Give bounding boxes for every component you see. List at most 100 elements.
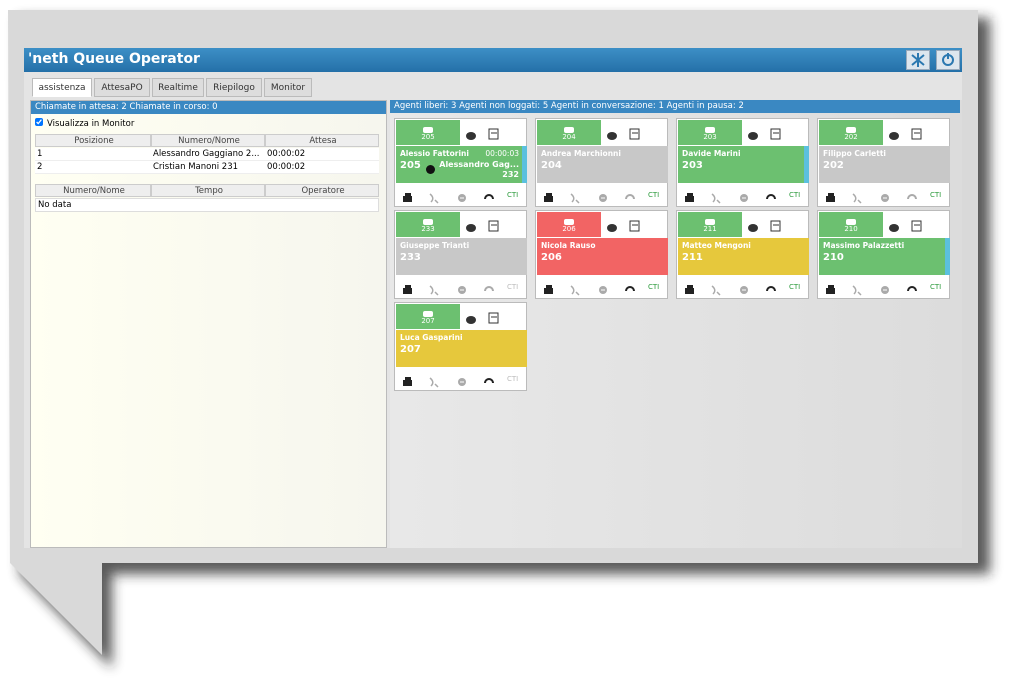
extension-number: 211	[703, 225, 717, 233]
agents-panel: Agenti liberi: 3 Agenti non loggati: 5 A…	[390, 100, 962, 548]
agent-name: Nicola Rauso	[541, 241, 596, 250]
table-cell[interactable]: Alessandro Gaggiano 2...	[151, 148, 265, 161]
caller-name: Alessandro Gag...	[439, 160, 519, 169]
pause-button[interactable]	[455, 281, 469, 294]
transfer-button[interactable]	[850, 281, 864, 296]
checkbox[interactable]	[35, 118, 43, 126]
call-time: 00:00:03	[485, 149, 519, 158]
extension-badge: 206	[537, 212, 601, 237]
transfer-button[interactable]	[427, 373, 441, 388]
notes-button[interactable]	[628, 217, 642, 232]
headset-button[interactable]	[764, 281, 778, 293]
agent-name: Luca Gasparini	[400, 333, 463, 342]
extension-number: 202	[844, 133, 858, 141]
power-button[interactable]	[936, 50, 960, 70]
transfer-button[interactable]	[568, 281, 582, 296]
headset-button[interactable]	[905, 189, 919, 201]
notes-button[interactable]	[769, 125, 783, 140]
login-button[interactable]	[401, 373, 415, 386]
notes-button[interactable]	[487, 217, 501, 232]
agent-card: 206 Nicola Rauso 206 CTI	[535, 210, 668, 299]
settings-button[interactable]	[906, 50, 930, 70]
cti-label[interactable]: CTI	[507, 191, 519, 199]
agent-name: Alessio Fattorini	[400, 149, 469, 158]
tab[interactable]: AttesaPO	[94, 78, 150, 97]
headset-button[interactable]	[482, 373, 496, 385]
agent-card: 211 Matteo Mengoni 211 CTI	[676, 210, 809, 299]
chat-button[interactable]	[465, 311, 479, 324]
chat-button[interactable]	[747, 127, 761, 140]
transfer-button[interactable]	[709, 281, 723, 296]
chat-button[interactable]	[465, 219, 479, 232]
headset-button[interactable]	[623, 189, 637, 201]
login-button[interactable]	[683, 189, 697, 202]
transfer-button[interactable]	[850, 189, 864, 204]
login-button[interactable]	[824, 189, 838, 202]
cti-label[interactable]: CTI	[930, 191, 942, 199]
notes-button[interactable]	[487, 309, 501, 324]
chat-button[interactable]	[606, 127, 620, 140]
table-cell[interactable]: Cristian Manoni 231	[151, 161, 265, 174]
tab[interactable]: Monitor	[264, 78, 312, 97]
tab[interactable]: assistenza	[32, 78, 92, 97]
transfer-button[interactable]	[427, 281, 441, 296]
login-button[interactable]	[401, 281, 415, 294]
cti-label[interactable]: CTI	[648, 191, 660, 199]
chat-button[interactable]	[606, 219, 620, 232]
monitor-checkbox[interactable]: Visualizza in Monitor	[33, 118, 233, 130]
pause-button[interactable]	[455, 373, 469, 386]
login-button[interactable]	[542, 281, 556, 294]
login-button[interactable]	[542, 189, 556, 202]
cti-label[interactable]: CTI	[789, 191, 801, 199]
notes-button[interactable]	[910, 217, 924, 232]
transfer-button[interactable]	[568, 189, 582, 204]
notes-button[interactable]	[910, 125, 924, 140]
transfer-button[interactable]	[427, 189, 441, 204]
status-stripe	[945, 238, 950, 275]
chat-button[interactable]	[888, 219, 902, 232]
cti-label[interactable]: CTI	[648, 283, 660, 291]
login-button[interactable]	[401, 189, 415, 202]
transfer-button[interactable]	[709, 189, 723, 204]
agent-extension: 204	[541, 160, 562, 171]
tab[interactable]: Riepilogo	[206, 78, 262, 97]
table-cell[interactable]: 00:00:02	[265, 161, 379, 174]
extension-badge: 204	[537, 120, 601, 145]
queue-status: Chiamate in attesa: 2 Chiamate in corso:…	[31, 101, 386, 114]
agent-card: 205 Alessio Fattorini 205 00:00:03 Alessandr…	[394, 118, 527, 207]
pause-button[interactable]	[737, 281, 751, 294]
extension-number: 206	[562, 225, 576, 233]
chat-button[interactable]	[888, 127, 902, 140]
extension-badge: 205	[396, 120, 460, 145]
agent-name: Davide Marini	[682, 149, 741, 158]
cti-label[interactable]: CTI	[930, 283, 942, 291]
login-button[interactable]	[824, 281, 838, 294]
table-cell[interactable]: 00:00:02	[265, 148, 379, 161]
notes-button[interactable]	[769, 217, 783, 232]
table-cell[interactable]: 1	[35, 148, 151, 161]
headset-button[interactable]	[764, 189, 778, 201]
headset-button[interactable]	[482, 281, 496, 293]
notes-button[interactable]	[487, 125, 501, 140]
pause-button[interactable]	[878, 281, 892, 294]
chat-button[interactable]	[465, 127, 479, 140]
cti-label[interactable]: CTI	[507, 375, 519, 383]
login-button[interactable]	[683, 281, 697, 294]
pause-button[interactable]	[596, 189, 610, 202]
extension-number: 210	[844, 225, 858, 233]
table-cell[interactable]: 2	[35, 161, 151, 174]
pause-button[interactable]	[737, 189, 751, 202]
cti-label[interactable]: CTI	[789, 283, 801, 291]
chat-button[interactable]	[747, 219, 761, 232]
extension-badge: 202	[819, 120, 883, 145]
headset-button[interactable]	[482, 189, 496, 201]
notes-button[interactable]	[628, 125, 642, 140]
pause-button[interactable]	[878, 189, 892, 202]
headset-button[interactable]	[623, 281, 637, 293]
extension-number: 204	[562, 133, 576, 141]
tab[interactable]: Realtime	[152, 78, 204, 97]
headset-button[interactable]	[905, 281, 919, 293]
cti-label[interactable]: CTI	[507, 283, 519, 291]
pause-button[interactable]	[455, 189, 469, 202]
pause-button[interactable]	[596, 281, 610, 294]
